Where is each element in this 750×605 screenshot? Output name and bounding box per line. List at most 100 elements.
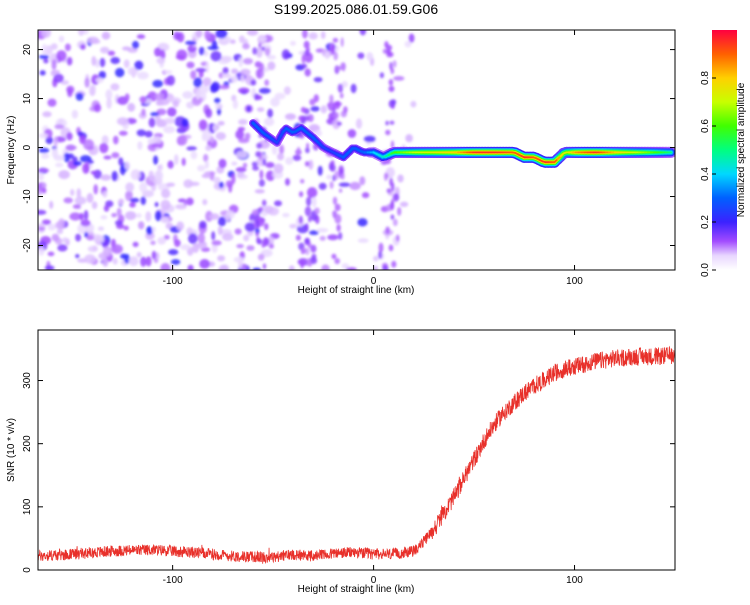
spectrogram-noise-speck: [263, 117, 275, 127]
spectrogram-noise-speck: [308, 215, 312, 223]
spectrogram-noise-speck: [341, 263, 350, 269]
spectrogram-noise-speck: [170, 259, 181, 265]
spectrogram-noise-speck: [246, 245, 255, 251]
spectrogram-noise-speck: [123, 59, 130, 68]
spectrogram-noise-speck: [305, 196, 312, 207]
spectrogram-noise-speck: [161, 188, 171, 199]
spectrogram-noise-speck: [306, 257, 311, 267]
spectrogram-noise-speck: [72, 204, 81, 210]
spectrogram-noise-speck: [281, 49, 290, 60]
spectrogram-noise-speck: [393, 193, 400, 202]
spectrogram-noise-speck: [298, 115, 304, 122]
spectrogram-noise-speck: [389, 62, 393, 70]
spectrogram-noise-speck: [38, 54, 50, 60]
spectrogram-noise-speck: [262, 263, 267, 270]
spectrogram-x-tick-label: -100: [163, 276, 183, 287]
spectrogram-noise-speck: [106, 97, 112, 109]
spectrogram-noise-speck: [329, 94, 334, 104]
spectrogram-noise-speck: [241, 263, 247, 270]
spectrogram-noise-speck: [195, 89, 201, 100]
spectrogram-noise-speck: [159, 163, 163, 171]
spectrogram-noise-speck: [79, 134, 86, 145]
snr-y-axis: 0 100 200 300: [22, 372, 675, 573]
spectrogram-noise-speck: [382, 48, 387, 54]
spectrogram-noise-speck: [58, 170, 70, 180]
spectrogram-noise-speck: [84, 254, 96, 264]
spectrogram-noise-speck: [373, 265, 378, 270]
spectrogram-noise-speck: [136, 251, 142, 258]
spectrogram-noise-speck: [67, 87, 73, 98]
spectrogram-noise-speck: [277, 153, 284, 161]
spectrogram-noise-speck: [232, 99, 239, 110]
spectrogram-noise-speck: [218, 181, 224, 189]
spectrogram-noise-speck: [101, 135, 109, 145]
spectrogram-noise-speck: [47, 98, 57, 107]
spectrogram-noise-speck: [183, 179, 193, 189]
spectrogram-noise-speck: [343, 106, 348, 114]
spectrogram-noise-speck: [185, 40, 197, 46]
spectrogram-noise-speck: [124, 93, 130, 102]
spectrogram-noise-speck: [235, 129, 245, 140]
spectrogram-noise-speck: [303, 115, 310, 122]
spectrogram-noise-speck: [183, 199, 188, 206]
spectrogram-noise-speck: [41, 43, 48, 55]
spectrogram-noise-speck: [172, 100, 179, 108]
spectrogram-noise-speck: [330, 45, 336, 52]
spectrogram-noise-speck: [53, 73, 64, 83]
spectrogram-noise-speck: [90, 170, 97, 175]
colorbar-tick-label: 0.8: [700, 71, 711, 85]
spectrogram-noise-speck: [332, 119, 341, 130]
spectrogram-ridge-segment: [279, 130, 285, 139]
spectrogram-noise-speck: [145, 256, 152, 267]
spectrogram-noise-speck: [58, 218, 65, 229]
spectrogram-noise-speck: [47, 223, 56, 231]
snr-y-tick-label: 0: [22, 567, 33, 573]
spectrogram-noise-speck: [301, 63, 308, 69]
spectrogram-noise-speck: [243, 234, 250, 242]
spectrogram-noise-speck: [72, 156, 78, 162]
spectrogram-noise-speck: [38, 226, 45, 231]
spectrogram-noise-speck: [87, 146, 95, 150]
spectrogram-noise-speck: [93, 184, 98, 195]
snr-series-line: [38, 345, 675, 565]
spectrogram-noise-speck: [169, 265, 175, 270]
spectrogram-noise-speck: [38, 182, 42, 193]
spectrogram-noise-speck: [51, 148, 59, 159]
spectrogram-noise-speck: [205, 145, 212, 151]
spectrogram-noise-speck: [211, 81, 220, 92]
spectrogram-noise-speck: [204, 130, 212, 142]
spectrogram-noise-speck: [205, 108, 213, 118]
spectrogram-noise-speck: [99, 235, 105, 243]
spectrogram-x-label: Height of straight line (km): [298, 285, 415, 296]
spectrogram-noise-speck: [100, 174, 112, 181]
spectrogram-noise-speck: [41, 30, 51, 38]
spectrogram-noise-speck: [151, 226, 156, 233]
spectrogram-noise-speck: [255, 47, 263, 58]
spectrogram-noise-speck: [378, 250, 383, 260]
spectrogram-noise-speck: [308, 159, 314, 170]
spectrogram-noise-speck: [140, 256, 147, 267]
spectrogram-noise-speck: [129, 202, 136, 208]
spectrogram-noise-speck: [187, 264, 194, 270]
spectrogram-noise-speck: [78, 30, 85, 36]
spectrogram-noise-speck: [95, 59, 100, 68]
spectrogram-noise-speck: [53, 136, 58, 148]
spectrogram-noise-speck: [399, 201, 409, 207]
snr-y-label: SNR (10 * v/v): [6, 418, 17, 482]
spectrogram-noise-speck: [253, 93, 259, 101]
spectrogram-noise-speck: [166, 182, 176, 187]
spectrogram-noise-speck: [338, 232, 343, 240]
spectrogram-noise-speck: [246, 30, 259, 36]
spectrogram-noise-speck: [211, 231, 216, 241]
spectrogram-noise-speck: [304, 238, 310, 244]
spectrogram-noise-speck: [320, 105, 328, 114]
spectrogram-noise-speck: [54, 124, 65, 130]
spectrogram-noise-speck: [289, 223, 297, 229]
spectrogram-noise-speck: [255, 232, 259, 237]
spectrogram-noise-speck: [390, 201, 395, 211]
spectrogram-noise-speck: [341, 81, 348, 88]
spectrogram-noise-speck: [288, 265, 295, 270]
spectrogram-noise-speck: [256, 142, 263, 149]
spectrogram-noise-speck: [38, 133, 49, 139]
